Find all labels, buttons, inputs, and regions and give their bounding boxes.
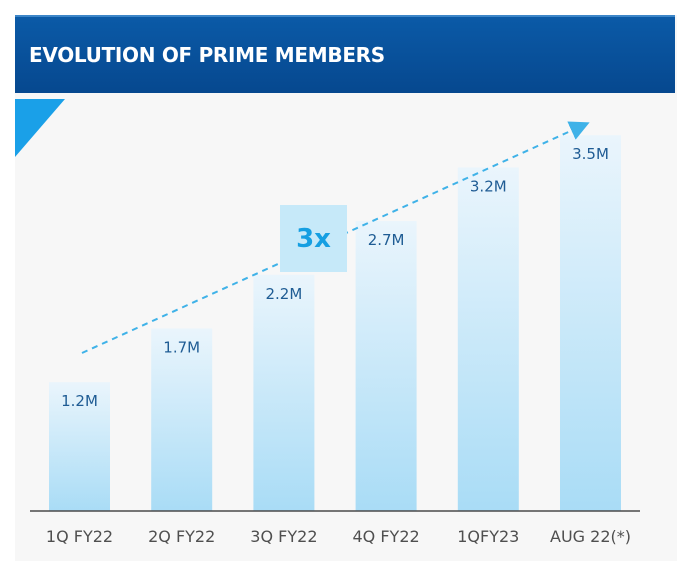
corner-accent bbox=[15, 99, 65, 157]
x-tick-label: 3Q FY22 bbox=[250, 527, 317, 546]
x-tick-label: 4Q FY22 bbox=[352, 527, 419, 546]
bar-value-label: 2.2M bbox=[266, 285, 303, 303]
x-tick-label: AUG 22(*) bbox=[550, 527, 631, 546]
growth-callout-text: 3x bbox=[296, 223, 331, 254]
x-tick-label: 1Q FY22 bbox=[46, 527, 113, 546]
bar-value-label: 3.5M bbox=[572, 145, 609, 163]
bar-value-label: 2.7M bbox=[368, 231, 405, 249]
bar-1 bbox=[151, 328, 213, 511]
chart-header: EVOLUTION OF PRIME MEMBERS bbox=[15, 15, 675, 93]
bar-4 bbox=[457, 167, 519, 511]
x-tick-label: 2Q FY22 bbox=[148, 527, 215, 546]
bar-3 bbox=[355, 221, 417, 511]
bar-value-label: 1.2M bbox=[61, 392, 98, 410]
bar-0 bbox=[49, 382, 110, 511]
growth-callout: 3x bbox=[280, 205, 347, 272]
bar-2 bbox=[253, 274, 315, 511]
bar-5 bbox=[560, 135, 621, 512]
bar-value-label: 1.7M bbox=[163, 338, 200, 356]
chart-title: EVOLUTION OF PRIME MEMBERS bbox=[29, 43, 385, 67]
x-tick-label: 1QFY23 bbox=[457, 527, 519, 546]
bar-value-label: 3.2M bbox=[470, 177, 507, 195]
